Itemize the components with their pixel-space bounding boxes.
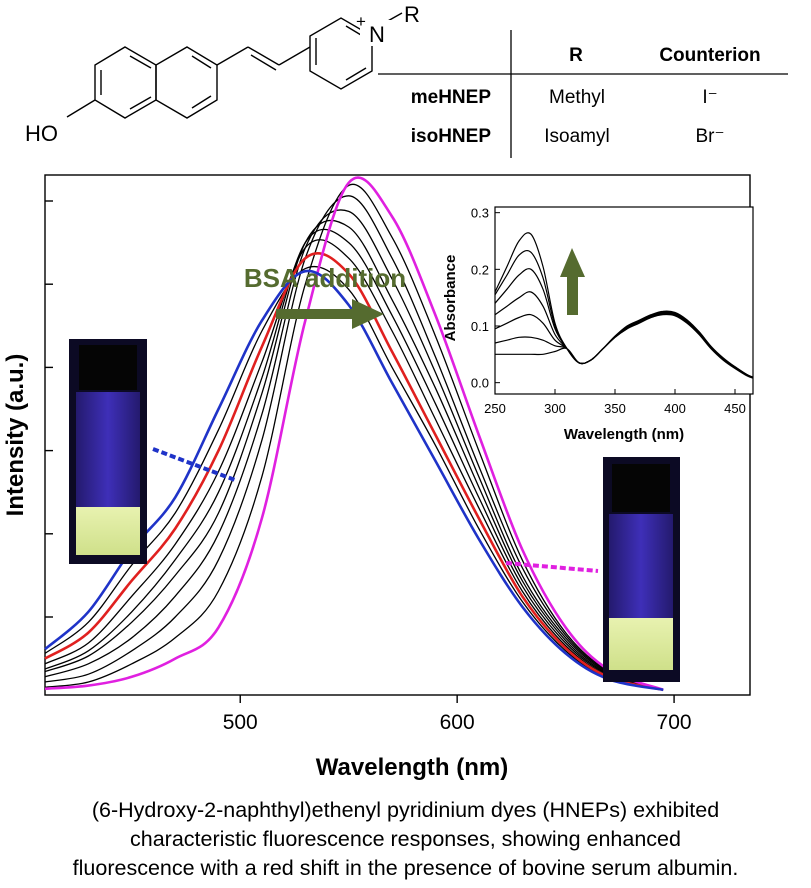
inset-series-group <box>494 232 754 379</box>
absorbance-curve <box>494 232 754 378</box>
table-row-name: isoHNEP <box>411 126 492 147</box>
main-chart: 500 600 700 Intensity (a.u.) Wavelength (n… <box>2 174 751 781</box>
figure-caption: (6-Hydroxy-2-naphthyl)ethenyl pyridinium… <box>0 796 811 883</box>
table-row-r: Methyl <box>549 87 605 108</box>
inset-x-tick-label: 450 <box>724 401 746 416</box>
main-x-tick-label: 700 <box>657 711 692 734</box>
inset-y-ticks: 0.0 0.1 0.2 0.3 <box>471 206 500 391</box>
pointer-blue <box>152 447 236 482</box>
inset-background <box>495 207 753 394</box>
emission-curve <box>44 239 664 691</box>
inset-y-tick-label: 0.3 <box>471 206 489 221</box>
inset-chart: 0.00.10.20.3 250 300 350 400 450 Absorbance … <box>442 206 754 443</box>
table-row-counterion: I⁻ <box>702 87 717 108</box>
main-x-tick-label: 500 <box>223 711 258 734</box>
emission-curve <box>44 265 664 691</box>
main-series-group <box>44 176 664 692</box>
inset-x-axis-label: Wavelength (nm) <box>564 426 684 443</box>
main-plot-frame <box>44 174 751 696</box>
charge-plus: + <box>356 12 366 31</box>
emission-curve <box>44 183 664 691</box>
caption-line-2: characteristic fluorescence responses, s… <box>130 827 681 851</box>
emission-curve-initial <box>44 269 664 692</box>
table-row-counterion: Br⁻ <box>695 126 724 147</box>
emission-curve <box>44 228 664 691</box>
caption-line-3: fluorescence with a red shift in the pre… <box>72 856 739 880</box>
substituent-r-label: R <box>404 2 420 27</box>
vial-photo-left <box>69 339 147 564</box>
inset-x-ticks: 250 300 350 400 450 <box>484 389 746 416</box>
inset-y-axis-label: Absorbance <box>442 255 459 342</box>
inset-x-tick-label: 400 <box>664 401 686 416</box>
absorbance-arrow <box>560 248 585 315</box>
naphthalene-ring-right <box>155 46 218 119</box>
inset-plot-frame <box>494 206 754 395</box>
main-x-tick-label: 600 <box>440 711 475 734</box>
bsa-arrow <box>276 299 384 329</box>
main-y-axis-label: Intensity (a.u.) <box>2 354 29 517</box>
emission-curve <box>44 195 664 691</box>
n-label-background <box>360 20 394 46</box>
inset-y-tick-label: 0.2 <box>471 262 489 277</box>
table-header-r: R <box>569 45 583 66</box>
main-x-ticks: 500 600 700 <box>223 695 692 734</box>
bsa-annotation: BSA addition <box>244 263 406 293</box>
emission-curve <box>44 209 664 691</box>
table-header-counterion: Counterion <box>659 45 760 66</box>
substituent-table: R Counterion meHNEP Methyl I⁻ isoHNEP Is… <box>378 30 788 158</box>
table-row-name: meHNEP <box>411 87 492 108</box>
emission-curve-highlight <box>44 252 664 692</box>
emission-curve <box>44 219 664 691</box>
inset-x-tick-label: 350 <box>604 401 626 416</box>
table-row-r: Isoamyl <box>544 126 609 147</box>
main-x-axis-label: Wavelength (nm) <box>316 754 508 781</box>
nitrogen-label: N <box>369 22 385 47</box>
hydroxyl-label: HO <box>25 121 58 146</box>
chemical-structure <box>66 12 403 119</box>
inset-x-tick-label: 300 <box>544 401 566 416</box>
caption-line-1: (6-Hydroxy-2-naphthyl)ethenyl pyridinium… <box>91 798 720 822</box>
inset-x-tick-label: 250 <box>484 401 506 416</box>
pointer-magenta <box>505 561 599 573</box>
inset-y-tick-label: 0.1 <box>471 319 489 334</box>
naphthalene-ring-left <box>94 46 157 119</box>
vial-photo-right <box>603 457 680 682</box>
inset-y-tick-label: 0.0 <box>471 376 489 391</box>
emission-curve-final <box>44 176 664 692</box>
main-y-ticks <box>45 200 53 618</box>
